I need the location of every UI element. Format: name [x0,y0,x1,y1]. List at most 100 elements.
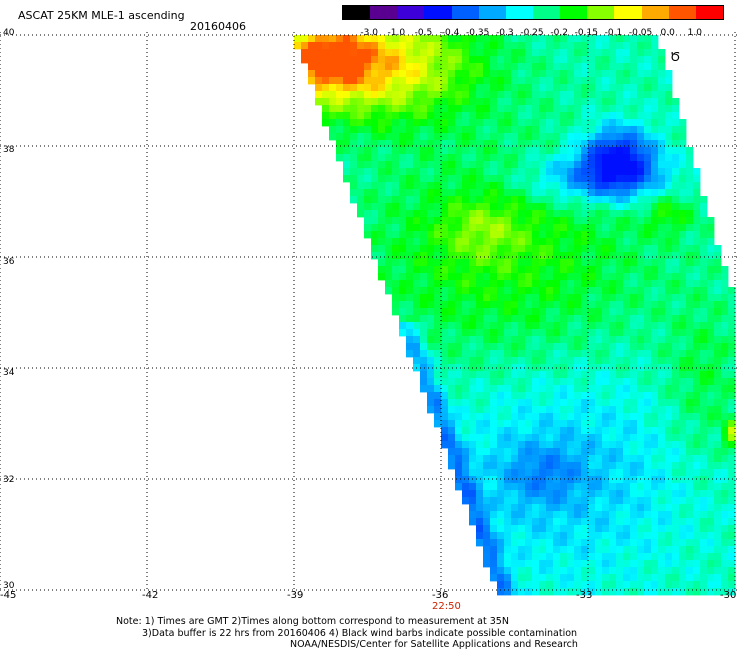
swath-cell [532,336,540,344]
swath-cell [623,49,631,57]
swath-cell [497,462,505,470]
swath-cell [539,252,547,260]
swath-cell [728,553,736,561]
swath-cell [686,385,694,393]
swath-cell [630,483,638,491]
swath-cell [553,273,561,281]
product-date: 20160406 [190,20,246,33]
swath-cell [441,182,449,190]
swath-cell [455,175,463,183]
swath-cell [581,350,589,358]
swath-cell [588,567,596,575]
swath-cell [504,175,512,183]
swath-cell [623,35,631,43]
swath-cell [672,371,680,379]
swath-cell [539,406,547,414]
swath-cell [707,462,715,470]
swath-cell [714,322,722,330]
swath-cell [406,217,414,225]
swath-cell [728,420,736,428]
swath-cell [623,406,631,414]
swath-cell [434,147,442,155]
swath-cell [665,98,673,106]
swath-cell [679,448,687,456]
swath-cell [546,210,554,218]
swath-cell [728,532,736,540]
swath-cell [679,280,687,288]
swath-cell [532,112,540,120]
swath-cell [602,98,610,106]
swath-cell [532,203,540,211]
swath-cell [630,133,638,141]
swath-cell [357,91,365,99]
swath-cell [420,329,428,337]
swath-cell [483,126,491,134]
swath-cell [490,35,498,43]
swath-cell [637,434,645,442]
swath-cell [602,175,610,183]
swath-cell [518,455,526,463]
swath-cell [553,462,561,470]
swath-cell [665,84,673,92]
swath-cell [518,392,526,400]
swath-cell [686,441,694,449]
swath-cell [707,511,715,519]
swath-cell [665,217,673,225]
swath-cell [560,455,568,463]
swath-cell [343,126,351,134]
swath-cell [476,42,484,50]
swath-cell [434,112,442,120]
swath-cell [602,301,610,309]
colorbar-segment [641,6,670,19]
swath-cell [651,182,659,190]
swath-cell [560,224,568,232]
swath-cell [714,301,722,309]
swath-cell [448,203,456,211]
swath-cell [679,455,687,463]
swath-cell [644,322,652,330]
swath-cell [413,273,421,281]
swath-cell [525,252,533,260]
swath-cell [658,406,666,414]
swath-cell [539,441,547,449]
swath-cell [469,343,477,351]
swath-cell [644,91,652,99]
swath-cell [315,56,323,64]
swath-cell [595,70,603,78]
swath-cell [469,70,477,78]
swath-cell [518,203,526,211]
swath-cell [490,231,498,239]
swath-cell [476,378,484,386]
swath-cell [560,245,568,253]
swath-cell [574,91,582,99]
swath-cell [623,133,631,141]
swath-cell [350,161,358,169]
swath-cell [525,315,533,323]
swath-cell [721,301,729,309]
colorbar [342,5,724,20]
swath-cell [665,539,673,547]
swath-cell [343,161,351,169]
swath-cell [539,539,547,547]
swath-cell [497,497,505,505]
swath-cell [637,350,645,358]
swath-cell [581,448,589,456]
swath-cell [553,217,561,225]
swath-cell [476,224,484,232]
swath-cell [497,259,505,267]
swath-cell [469,224,477,232]
swath-cell [546,252,554,260]
swath-cell [637,70,645,78]
swath-cell [560,203,568,211]
swath-cell [427,238,435,246]
swath-cell [658,266,666,274]
swath-cell [567,553,575,561]
swath-cell [504,77,512,85]
swath-cell [518,140,526,148]
swath-cell [336,42,344,50]
swath-cell [434,175,442,183]
swath-cell [427,182,435,190]
swath-cell [581,210,589,218]
swath-cell [455,406,463,414]
swath-cell [364,133,372,141]
